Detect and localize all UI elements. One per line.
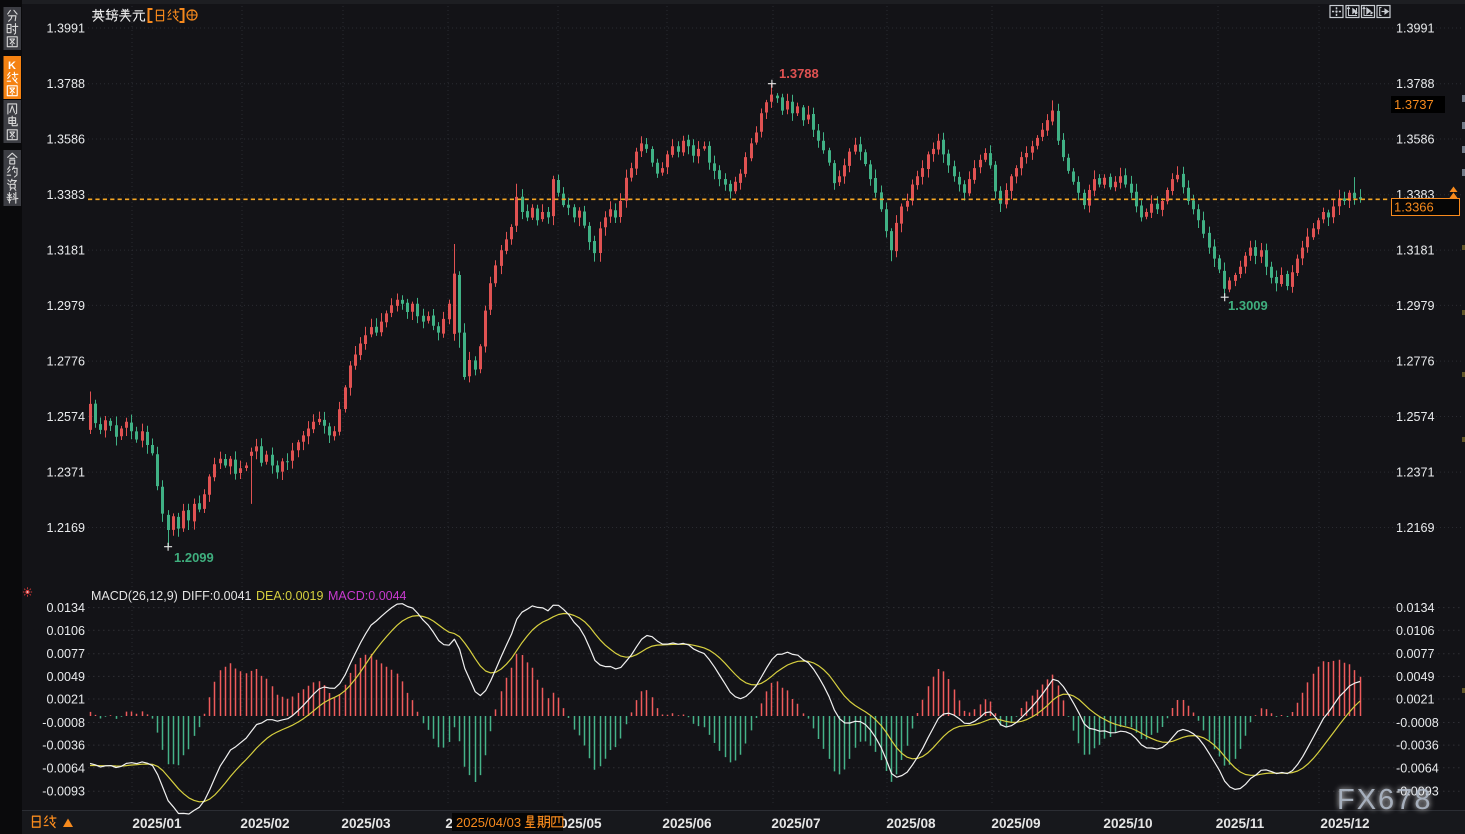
svg-text:FX678: FX678 (1337, 784, 1432, 816)
svg-text:1.3737: 1.3737 (1394, 97, 1434, 112)
svg-text:DIFF:0.0041: DIFF:0.0041 (182, 589, 252, 603)
svg-text:-0.0064: -0.0064 (1396, 761, 1439, 775)
svg-text:1.2371: 1.2371 (1396, 466, 1435, 480)
svg-text:MACD(26,12,9): MACD(26,12,9) (91, 589, 178, 603)
svg-text:-0.0008: -0.0008 (1396, 716, 1439, 730)
svg-text:-0.0036: -0.0036 (42, 739, 85, 753)
svg-text:1.3788: 1.3788 (779, 66, 819, 81)
svg-text:0.0106: 0.0106 (46, 624, 85, 638)
svg-text:-0.0093: -0.0093 (1396, 785, 1439, 799)
svg-text:2025/12: 2025/12 (1320, 816, 1370, 831)
svg-text:2025/10: 2025/10 (1103, 816, 1152, 831)
svg-text:1.3383: 1.3383 (46, 188, 85, 202)
svg-text:0.0021: 0.0021 (46, 693, 85, 707)
svg-text:2025/02: 2025/02 (240, 816, 290, 831)
svg-text:1.3788: 1.3788 (1396, 77, 1435, 91)
svg-text:1.2169: 1.2169 (46, 521, 85, 535)
svg-text:MACD:0.0044: MACD:0.0044 (328, 589, 407, 603)
svg-text:1.2574: 1.2574 (46, 410, 85, 424)
svg-text:1.3991: 1.3991 (1396, 22, 1435, 36)
svg-text:1.2979: 1.2979 (46, 299, 85, 313)
svg-text:0.0106: 0.0106 (1396, 624, 1435, 638)
svg-text:0.0077: 0.0077 (1396, 647, 1435, 661)
svg-text:1.3181: 1.3181 (1396, 244, 1435, 258)
svg-text:1.2099: 1.2099 (174, 550, 214, 565)
svg-text:1.3009: 1.3009 (1228, 298, 1268, 313)
svg-text:-0.0064: -0.0064 (42, 761, 85, 775)
svg-text:0.0134: 0.0134 (1396, 601, 1435, 615)
svg-text:2025/07: 2025/07 (771, 816, 820, 831)
svg-text:1.3586: 1.3586 (46, 133, 85, 147)
svg-text:2025/11: 2025/11 (1216, 816, 1265, 831)
svg-text:DEA:0.0019: DEA:0.0019 (256, 589, 323, 603)
svg-text:1.3788: 1.3788 (46, 77, 85, 91)
svg-text:1.3181: 1.3181 (46, 244, 85, 258)
svg-text:2025/03: 2025/03 (341, 816, 391, 831)
svg-text:1.2574: 1.2574 (1396, 410, 1435, 424)
svg-text:0.0049: 0.0049 (1396, 670, 1435, 684)
svg-text:1.2371: 1.2371 (46, 466, 85, 480)
svg-text:2025/09: 2025/09 (991, 816, 1041, 831)
svg-text:1.3586: 1.3586 (1396, 133, 1435, 147)
svg-text:2025/01: 2025/01 (132, 816, 182, 831)
svg-text:1.2169: 1.2169 (1396, 521, 1435, 535)
svg-text:2025/05: 2025/05 (552, 816, 602, 831)
svg-text:0.0021: 0.0021 (1396, 693, 1435, 707)
svg-text:0.0049: 0.0049 (46, 670, 85, 684)
svg-text:K: K (8, 60, 16, 72)
svg-text:2025/08: 2025/08 (886, 816, 936, 831)
svg-text:-0.0036: -0.0036 (1396, 739, 1439, 753)
svg-text:0.0134: 0.0134 (46, 601, 85, 615)
svg-text:2025/04/03: 2025/04/03 (456, 815, 521, 830)
svg-text:-0.0093: -0.0093 (42, 785, 85, 799)
svg-text:-0.0008: -0.0008 (42, 716, 85, 730)
svg-text:1.2776: 1.2776 (46, 355, 85, 369)
svg-text:1.2776: 1.2776 (1396, 355, 1435, 369)
svg-text:2025/06: 2025/06 (662, 816, 712, 831)
svg-text:1.3366: 1.3366 (1394, 200, 1434, 215)
svg-text:0.0077: 0.0077 (46, 647, 85, 661)
svg-text:1.2979: 1.2979 (1396, 299, 1435, 313)
svg-text:1.3991: 1.3991 (46, 22, 85, 36)
